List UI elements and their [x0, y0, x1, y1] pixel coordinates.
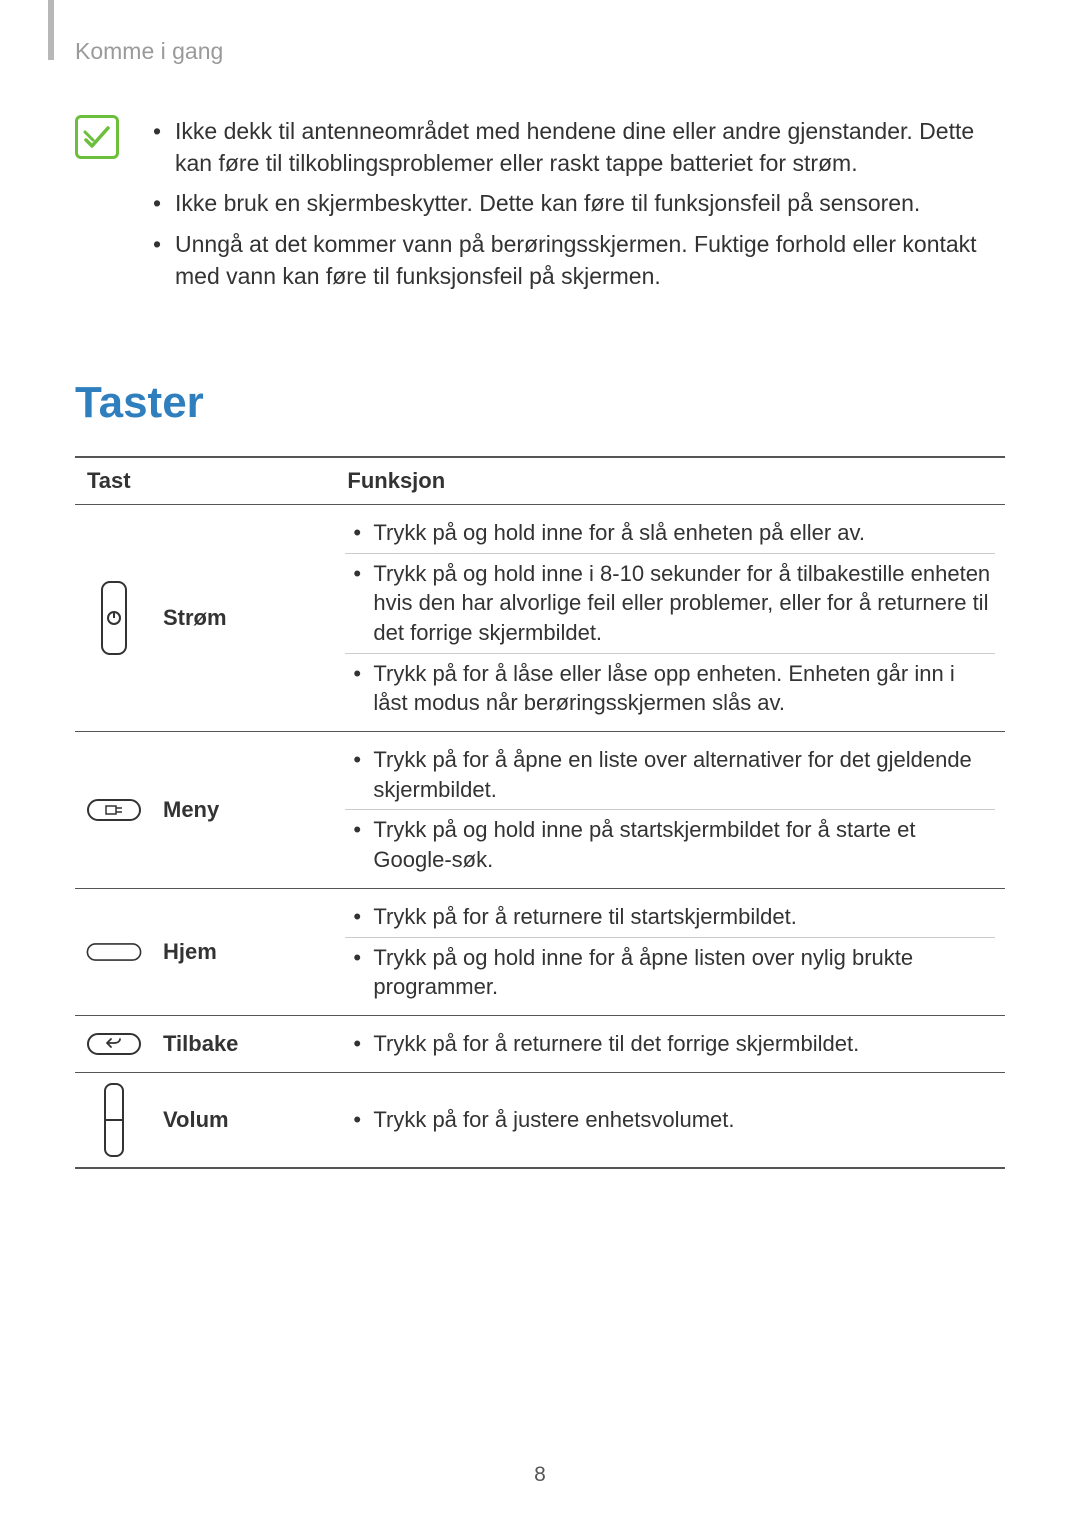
- note-icon: [75, 115, 119, 159]
- func-item: Trykk på for å åpne en liste over altern…: [345, 740, 995, 809]
- key-label: Strøm: [163, 605, 227, 631]
- key-label: Tilbake: [163, 1031, 238, 1057]
- func-item: Trykk på og hold inne på startskjermbild…: [345, 809, 995, 879]
- table-row: Strøm Trykk på og hold inne for å slå en…: [75, 504, 1005, 731]
- func-item: Trykk på for å returnere til det forrige…: [345, 1024, 995, 1064]
- section-title: Taster: [75, 378, 1005, 428]
- func-list: Trykk på for å returnere til det forrige…: [345, 1024, 995, 1064]
- home-key-icon: [85, 938, 143, 966]
- keys-table: Tast Funksjon Strøm: [75, 456, 1005, 1169]
- func-list: Trykk på for å åpne en liste over altern…: [345, 740, 995, 880]
- func-item: Trykk på for å justere enhetsvolumet.: [345, 1100, 995, 1140]
- note-item: Ikke dekk til antenneområdet med hendene…: [147, 115, 1005, 179]
- page-number: 8: [0, 1463, 1080, 1487]
- note-item: Unngå at det kommer vann på berøringsskj…: [147, 228, 1005, 292]
- menu-key-icon: [85, 795, 143, 825]
- func-item: Trykk på og hold inne for å åpne listen …: [345, 937, 995, 1007]
- col-header-func: Funksjon: [335, 457, 1005, 505]
- table-row: Volum Trykk på for å justere enhetsvolum…: [75, 1072, 1005, 1168]
- breadcrumb: Komme i gang: [75, 38, 1005, 65]
- power-key-icon: [85, 579, 143, 657]
- func-item: Trykk på og hold inne i 8-10 sekunder fo…: [345, 553, 995, 653]
- func-item: Trykk på for å låse eller låse opp enhet…: [345, 653, 995, 723]
- func-item: Trykk på og hold inne for å slå enheten …: [345, 513, 995, 553]
- back-key-icon: [85, 1029, 143, 1059]
- table-row: Meny Trykk på for å åpne en liste over a…: [75, 732, 1005, 889]
- key-label: Meny: [163, 797, 219, 823]
- note-list: Ikke dekk til antenneområdet med hendene…: [147, 115, 1005, 300]
- func-list: Trykk på for å justere enhetsvolumet.: [345, 1100, 995, 1140]
- func-list: Trykk på og hold inne for å slå enheten …: [345, 513, 995, 723]
- volume-key-icon: [85, 1081, 143, 1159]
- note-item: Ikke bruk en skjermbeskytter. Dette kan …: [147, 187, 1005, 219]
- table-row: Tilbake Trykk på for å returnere til det…: [75, 1015, 1005, 1072]
- col-header-key: Tast: [75, 457, 335, 505]
- func-item: Trykk på for å returnere til startskjerm…: [345, 897, 995, 937]
- func-list: Trykk på for å returnere til startskjerm…: [345, 897, 995, 1007]
- note-icon-wrap: [75, 115, 119, 300]
- header-rule: [48, 0, 54, 60]
- key-label: Volum: [163, 1107, 229, 1133]
- note-block: Ikke dekk til antenneområdet med hendene…: [75, 115, 1005, 300]
- table-row: Hjem Trykk på for å returnere til starts…: [75, 888, 1005, 1015]
- key-label: Hjem: [163, 939, 217, 965]
